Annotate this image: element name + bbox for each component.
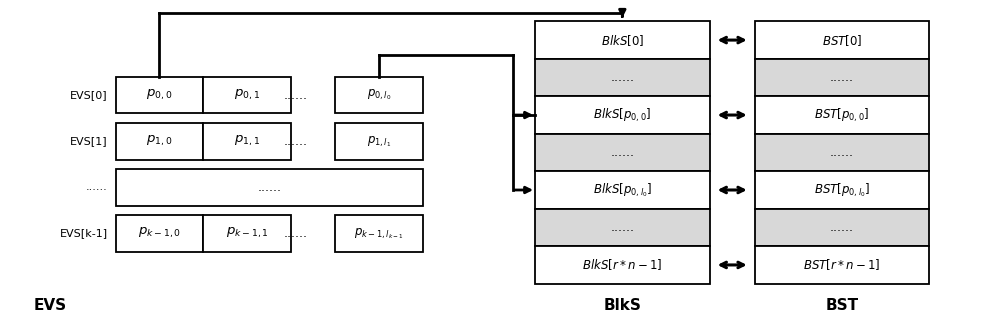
Text: BST: BST xyxy=(825,298,859,313)
Text: EVS[k-1]: EVS[k-1] xyxy=(59,228,108,238)
Bar xyxy=(116,123,203,160)
Text: ......: ...... xyxy=(283,89,307,102)
Bar xyxy=(116,169,423,205)
Text: $p_{1,l_1}$: $p_{1,l_1}$ xyxy=(367,134,391,149)
Text: $p_{0,l_0}$: $p_{0,l_0}$ xyxy=(367,88,391,102)
Bar xyxy=(203,215,291,252)
Bar xyxy=(535,21,710,59)
Bar xyxy=(535,246,710,284)
Bar xyxy=(755,21,929,59)
Bar xyxy=(755,134,929,171)
Text: ......: ...... xyxy=(283,227,307,240)
Text: $BlkS[r*n-1]$: $BlkS[r*n-1]$ xyxy=(582,257,663,272)
Text: $BST[p_{0,0}]$: $BST[p_{0,0}]$ xyxy=(814,107,870,124)
Text: EVS[1]: EVS[1] xyxy=(70,136,108,146)
Text: $BST[p_{0,l_0}]$: $BST[p_{0,l_0}]$ xyxy=(814,181,870,199)
Bar xyxy=(535,209,710,246)
Text: $BlkS[p_{0,0}]$: $BlkS[p_{0,0}]$ xyxy=(593,107,651,124)
Text: ......: ...... xyxy=(283,135,307,148)
Bar xyxy=(755,246,929,284)
Text: $p_{k-1,1}$: $p_{k-1,1}$ xyxy=(226,226,269,241)
Bar xyxy=(535,171,710,209)
Bar xyxy=(535,96,710,134)
Bar xyxy=(203,77,291,114)
Text: ......: ...... xyxy=(610,221,634,234)
Text: $p_{k-1,0}$: $p_{k-1,0}$ xyxy=(138,226,181,241)
Text: $p_{1,1}$: $p_{1,1}$ xyxy=(234,134,260,148)
Bar xyxy=(335,123,423,160)
Bar xyxy=(535,59,710,96)
Text: $BlkS[p_{0,l_0}]$: $BlkS[p_{0,l_0}]$ xyxy=(593,181,652,199)
Text: $BST[r*n-1]$: $BST[r*n-1]$ xyxy=(803,257,881,272)
Text: EVS[0]: EVS[0] xyxy=(70,90,108,100)
Text: ......: ...... xyxy=(257,181,281,194)
Text: $BlkS[0]$: $BlkS[0]$ xyxy=(601,33,644,48)
Text: ......: ...... xyxy=(86,182,108,192)
Text: ......: ...... xyxy=(610,71,634,84)
Bar xyxy=(116,77,203,114)
Text: ......: ...... xyxy=(830,71,854,84)
Bar xyxy=(203,123,291,160)
Text: $p_{0,1}$: $p_{0,1}$ xyxy=(234,88,260,102)
Text: $p_{k-1,l_{k-1}}$: $p_{k-1,l_{k-1}}$ xyxy=(354,226,404,241)
Text: ......: ...... xyxy=(830,221,854,234)
Text: $p_{1,0}$: $p_{1,0}$ xyxy=(146,134,173,148)
Bar xyxy=(755,96,929,134)
Bar xyxy=(535,134,710,171)
Text: $BST[0]$: $BST[0]$ xyxy=(822,33,862,48)
Text: EVS: EVS xyxy=(34,298,67,313)
Bar xyxy=(755,171,929,209)
Text: ......: ...... xyxy=(610,146,634,159)
Bar xyxy=(335,215,423,252)
Text: $p_{0,0}$: $p_{0,0}$ xyxy=(146,88,173,102)
Bar xyxy=(755,209,929,246)
Bar xyxy=(116,215,203,252)
Text: BlkS: BlkS xyxy=(603,298,641,313)
Text: ......: ...... xyxy=(830,146,854,159)
Bar xyxy=(755,59,929,96)
Bar xyxy=(335,77,423,114)
